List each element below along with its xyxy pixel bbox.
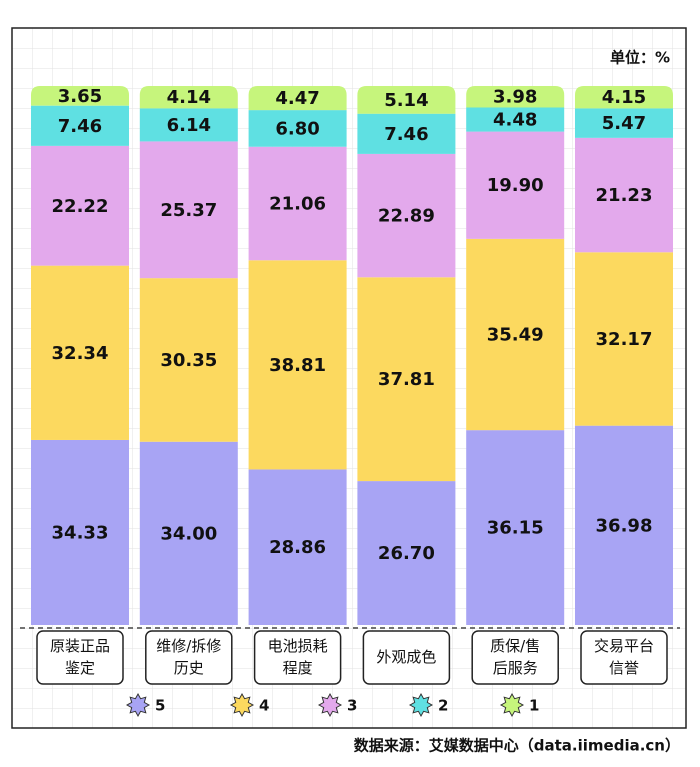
category-label: 质保/售 — [490, 637, 540, 655]
value-label: 25.37 — [160, 200, 217, 221]
value-label: 6.14 — [167, 115, 211, 136]
value-label: 7.46 — [58, 116, 102, 137]
category-label: 程度 — [283, 659, 313, 677]
legend-label: 3 — [347, 697, 357, 715]
category-label: 后服务 — [493, 659, 538, 677]
bar-segment — [466, 238, 565, 431]
source: 数据来源：艾媒数据中心（data.iimedia.cn） — [354, 737, 680, 755]
bar-segment — [31, 86, 129, 106]
bar-segment — [466, 131, 565, 239]
bar-segment — [31, 145, 129, 266]
bar-segment — [575, 108, 673, 138]
value-label: 35.49 — [487, 325, 544, 346]
legend-marker — [499, 692, 525, 718]
category-box — [362, 630, 451, 685]
bar-segment — [357, 277, 456, 482]
bar-segment — [466, 430, 565, 625]
legend-marker — [317, 692, 343, 718]
bar-segment — [248, 469, 347, 625]
bar-segment — [139, 108, 238, 142]
category-label: 外观成色 — [376, 648, 436, 666]
category-label: 信誉 — [609, 659, 639, 677]
value-label: 28.86 — [269, 537, 326, 558]
bar-segment — [575, 86, 673, 109]
value-label: 34.00 — [160, 523, 217, 544]
value-label: 5.14 — [384, 90, 428, 111]
value-label: 3.65 — [58, 86, 102, 107]
bar-segment — [357, 481, 456, 625]
value-label: 4.47 — [275, 88, 319, 109]
value-label: 36.98 — [596, 515, 653, 536]
value-label: 34.33 — [52, 522, 109, 543]
value-label: 38.81 — [269, 355, 326, 376]
bar-segment — [139, 141, 238, 279]
value-label: 36.15 — [487, 518, 544, 539]
bar-segment — [466, 86, 565, 108]
value-label: 4.48 — [493, 110, 537, 131]
legend-marker — [125, 692, 151, 718]
bar-segment — [575, 252, 673, 426]
value-label: 7.46 — [384, 124, 428, 145]
category-label: 交易平台 — [594, 637, 654, 655]
category-label: 原装正品 — [50, 637, 110, 655]
value-label: 37.81 — [378, 369, 435, 390]
bar-segment — [248, 110, 347, 147]
category-box — [253, 630, 342, 685]
category-box — [580, 630, 668, 685]
bar-segment — [466, 107, 565, 132]
category-box — [145, 630, 233, 685]
legend-label: 1 — [529, 697, 539, 715]
value-label: 22.89 — [378, 206, 435, 227]
value-label: 26.70 — [378, 543, 435, 564]
category-box — [471, 630, 559, 685]
bar-segment — [139, 86, 238, 109]
value-label: 4.14 — [167, 87, 211, 108]
bar-segment — [357, 113, 456, 154]
category-label: 维修/拆修 — [156, 637, 221, 655]
legend-label: 2 — [438, 697, 448, 715]
value-label: 5.47 — [602, 113, 646, 134]
value-label: 19.90 — [487, 175, 544, 196]
legend-marker — [229, 692, 255, 718]
bar-segment — [31, 439, 129, 625]
value-label: 4.15 — [602, 87, 646, 108]
bar-segment — [139, 441, 238, 625]
bar-segment — [575, 425, 673, 625]
bar-segment — [357, 86, 456, 114]
bar-segment — [248, 146, 347, 261]
category-label: 电池损耗 — [268, 637, 328, 655]
value-label: 3.98 — [493, 87, 537, 108]
category-label: 历史 — [174, 659, 204, 677]
bar-segment — [31, 265, 129, 440]
legend-label: 5 — [155, 697, 165, 715]
value-label: 21.06 — [269, 194, 326, 215]
bar-segment — [357, 153, 456, 278]
value-label: 32.17 — [596, 329, 653, 350]
legend-marker — [408, 692, 434, 718]
bar-segment — [139, 278, 238, 442]
bar-segment — [31, 105, 129, 146]
category-box — [36, 630, 124, 685]
legend-label: 4 — [259, 697, 269, 715]
unit: 单位：% — [610, 49, 670, 67]
value-label: 32.34 — [52, 343, 109, 364]
value-label: 22.22 — [52, 196, 109, 217]
value-label: 21.23 — [596, 185, 653, 206]
value-label: 6.80 — [275, 118, 319, 139]
bar-segment — [248, 86, 347, 111]
bar-segment — [575, 137, 673, 253]
bar-segment — [248, 260, 347, 470]
category-label: 鉴定 — [65, 659, 95, 677]
value-label: 30.35 — [160, 350, 217, 371]
